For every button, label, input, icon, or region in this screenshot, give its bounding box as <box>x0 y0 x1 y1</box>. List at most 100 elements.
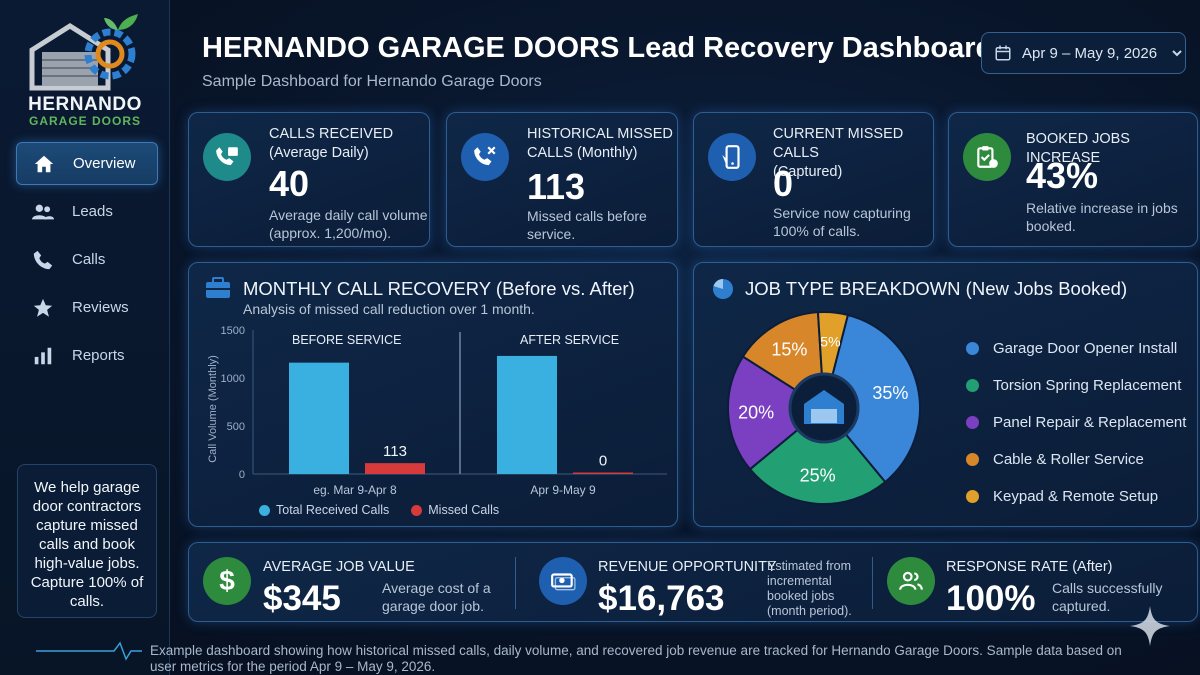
page-subtitle: Sample Dashboard for Hernando Garage Doo… <box>202 73 542 90</box>
users-icon <box>32 204 54 219</box>
kpi-description: Average daily call volume (approx. 1,200/… <box>269 207 428 241</box>
sidebar-item-reports[interactable]: Reports <box>16 334 158 377</box>
metric-description: Average cost of a garage door job. <box>382 580 491 614</box>
chevron-down-icon <box>1172 50 1182 57</box>
sidebar-item-label: Leads <box>72 203 113 220</box>
y-tick-label: 500 <box>227 421 245 433</box>
date-range-label: Apr 9 – May 9, 2026 <box>1022 44 1158 62</box>
sidebar-item-overview[interactable]: Overview <box>16 142 158 185</box>
kpi-value: 40 <box>269 163 310 204</box>
kpi-label: BOOKED JOBS INCREASE <box>1026 131 1130 166</box>
kpi-card-historical-missed: HISTORICAL MISSED CALLS (Monthly) 113 Mis… <box>446 112 678 247</box>
slice-percent-label: 15% <box>771 339 807 359</box>
slice-opener-install <box>822 313 921 484</box>
sidebar-item-calls[interactable]: Calls <box>16 238 158 281</box>
promo-text: We help garage door contractors capture … <box>17 464 157 618</box>
divider <box>515 557 516 609</box>
kpi-value: 113 <box>527 166 586 207</box>
legend-swatch <box>966 416 979 429</box>
pie-chart-icon <box>713 279 733 299</box>
sidebar-item-label: Calls <box>72 251 106 268</box>
legend-swatch <box>966 453 979 466</box>
panel-title: JOB TYPE BREAKDOWN (New Jobs Booked) <box>745 278 1128 299</box>
legend-swatch <box>966 342 979 355</box>
bar-chart-icon <box>34 347 52 364</box>
sidebar-item-label: Reviews <box>72 299 129 316</box>
divider <box>872 557 873 609</box>
kpi-card-calls-received: CALLS RECEIVED (Average Daily) 40 Average… <box>188 112 430 247</box>
sidebar-item-label: Reports <box>72 347 125 364</box>
bar-data-label: 0 <box>599 453 607 470</box>
legend-item: Torsion Spring Replacement <box>966 367 1186 404</box>
panel-title: MONTHLY CALL RECOVERY (Before vs. After) <box>243 278 635 299</box>
legend-swatch <box>966 490 979 503</box>
kpi-value: 0 <box>773 163 794 204</box>
x-tick-label: eg. Mar 9-Apr 8 <box>313 483 397 497</box>
dollar-icon: $ <box>203 557 251 605</box>
legend-swatch <box>966 379 979 392</box>
metric-label: RESPONSE RATE (After) <box>946 559 1113 575</box>
legend-item: Cable & Roller Service <box>966 441 1186 478</box>
sidebar-item-leads[interactable]: Leads <box>16 190 158 233</box>
bar-total-received <box>289 362 349 474</box>
chart-legend: Total Received Calls Missed Calls <box>259 503 499 517</box>
before-service-label: BEFORE SERVICE <box>292 333 402 347</box>
bar-missed-calls <box>573 472 633 474</box>
metric-description: Estimated from incremental booked jobs (… <box>767 559 852 618</box>
kpi-value: 43% <box>1026 155 1099 196</box>
job-type-pie-chart: 35% 25% 20% 15% 5% <box>727 311 921 505</box>
star-icon <box>33 298 53 317</box>
monthly-call-recovery-panel: MONTHLY CALL RECOVERY (Before vs. After)… <box>188 262 678 527</box>
brand-tagline: GARAGE DOORS <box>28 114 141 128</box>
kpi-card-booked-jobs: BOOKED JOBS INCREASE 43% Relative increa… <box>948 112 1198 247</box>
legend-item: Keypad & Remote Setup <box>966 478 1186 515</box>
bar-data-label: 113 <box>383 443 407 460</box>
sidebar-item-reviews[interactable]: Reviews <box>16 286 158 329</box>
slice-panel-repair <box>727 355 826 471</box>
legend-swatch-total <box>259 504 270 516</box>
kpi-description: Service now capturing 100% of calls. <box>773 205 911 239</box>
legend-label: Panel Repair & Replacement <box>993 414 1187 431</box>
x-tick-label: Apr 9-May 9 <box>530 483 596 497</box>
brand-name: HERNANDO <box>28 94 142 115</box>
y-tick-label: 1500 <box>221 325 245 337</box>
slice-percent-label: 25% <box>800 466 836 486</box>
metric-value: $345 <box>263 579 341 618</box>
briefcase-icon <box>206 277 230 298</box>
kpi-description: Missed calls before service. <box>527 208 647 242</box>
bar-missed-calls <box>365 463 425 474</box>
kpi-card-current-missed: CURRENT MISSED CALLS (Captured) 0 Service… <box>693 112 934 247</box>
metric-value: $16,763 <box>598 579 725 618</box>
legend-swatch-missed <box>411 504 423 516</box>
metric-description: Calls successfully captured. <box>1052 580 1163 614</box>
job-type-breakdown-panel: JOB TYPE BREAKDOWN (New Jobs Booked) 35%… <box>693 262 1198 527</box>
bar-total-received <box>497 355 557 474</box>
clipboard-up-icon <box>963 133 1011 181</box>
metric-value: 100% <box>946 579 1036 618</box>
mobile-phone-icon <box>708 133 756 181</box>
footer-note: Example dashboard showing how historical… <box>150 643 1122 674</box>
slice-percent-label: 20% <box>738 402 774 422</box>
garage-door-shape <box>811 409 837 423</box>
bottom-metrics-strip: $ AVERAGE JOB VALUE $345 Average cost of… <box>188 542 1198 622</box>
kpi-label: CALLS RECEIVED (Average Daily) <box>269 126 394 161</box>
heartbeat-line-icon <box>36 641 142 661</box>
page-title: HERNANDO GARAGE DOORS Lead Recovery Dash… <box>202 32 994 64</box>
slice-percent-label: 35% <box>872 383 908 403</box>
missed-call-icon <box>461 133 509 181</box>
after-service-label: AFTER SERVICE <box>520 333 620 347</box>
legend-total-label: Total Received Calls <box>276 503 390 517</box>
slice-percent-label: 5% <box>820 333 840 349</box>
legend-missed-label: Missed Calls <box>428 503 500 517</box>
pie-legend: Garage Door Opener Install Torsion Spring… <box>966 330 1186 515</box>
y-tick-label: 0 <box>239 469 245 481</box>
home-icon <box>34 155 54 172</box>
legend-label: Garage Door Opener Install <box>993 340 1178 357</box>
legend-label: Keypad & Remote Setup <box>993 488 1159 505</box>
kpi-description: Relative increase in jobs booked. <box>1026 200 1178 234</box>
company-logo <box>29 14 138 91</box>
date-range-picker[interactable]: Apr 9 – May 9, 2026 <box>981 32 1186 74</box>
metric-label: REVENUE OPPORTUNITY <box>598 559 777 575</box>
phone-icon <box>33 250 53 269</box>
